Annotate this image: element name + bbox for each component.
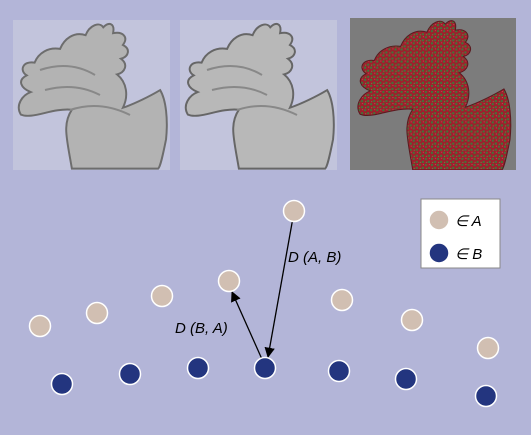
set-a-points xyxy=(28,199,500,360)
legend-marker-a xyxy=(428,209,450,231)
set-b-point-7 xyxy=(474,384,498,408)
set-b-point-6 xyxy=(394,367,418,391)
arrow-d-ab xyxy=(264,211,295,359)
legend-label-b: ∈ B xyxy=(455,246,482,263)
legend: ∈ A ∈ B xyxy=(420,198,501,269)
set-a-point-2 xyxy=(85,301,109,325)
dragon-difference-image xyxy=(350,18,516,170)
set-a-point-4 xyxy=(217,269,241,293)
dragon-image-middle xyxy=(180,20,337,170)
set-a-point-6 xyxy=(330,288,354,312)
set-b-point-1 xyxy=(50,372,74,396)
arrow-d-ba xyxy=(231,291,266,367)
set-b-point-3 xyxy=(186,356,210,380)
legend-marker-b xyxy=(428,242,450,264)
label-d-ab: D (A, B) xyxy=(288,249,341,266)
dragon-image-left xyxy=(13,20,170,170)
set-b-point-5 xyxy=(327,359,351,383)
set-b-point-4 xyxy=(253,356,277,380)
set-b-point-2 xyxy=(118,362,142,386)
set-a-point-5 xyxy=(282,199,306,223)
set-a-point-8 xyxy=(476,336,500,360)
set-a-point-3 xyxy=(150,284,174,308)
label-d-ba: D (B, A) xyxy=(175,320,228,337)
set-a-point-1 xyxy=(28,314,52,338)
set-b-points xyxy=(50,356,498,408)
set-a-point-7 xyxy=(400,308,424,332)
legend-label-a: ∈ A xyxy=(455,213,482,230)
